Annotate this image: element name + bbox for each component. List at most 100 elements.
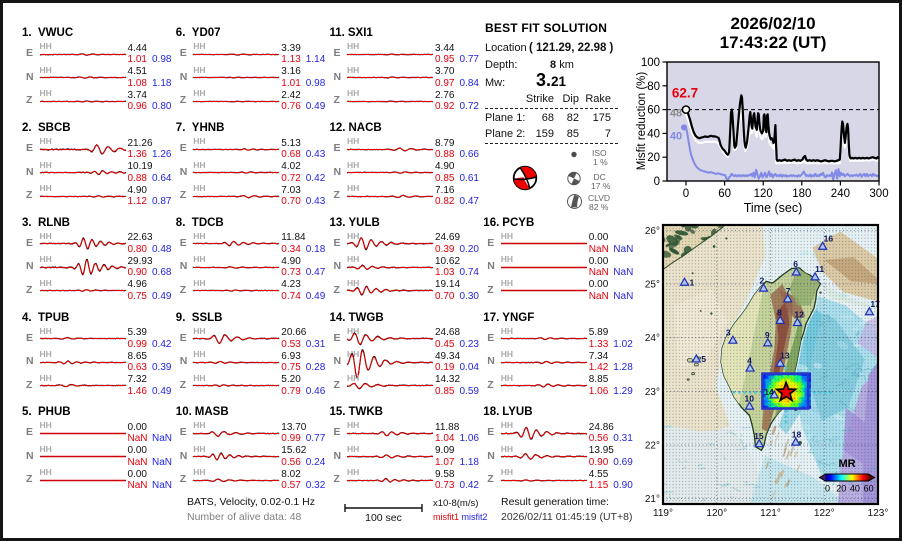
dc-label: DC xyxy=(593,171,606,182)
waveform-trace xyxy=(346,382,434,390)
amplitude-value: 9.58 xyxy=(435,468,455,480)
synthetic-trace xyxy=(347,454,434,459)
synthetic-trace xyxy=(39,289,126,292)
synthetic-trace xyxy=(500,360,587,364)
amplitude-value: 14.32 xyxy=(435,374,461,386)
misfit1-value: 0.63 xyxy=(127,362,147,374)
component-label: Z xyxy=(487,283,494,296)
misfit2-value: 0.42 xyxy=(305,172,326,184)
station-triangle xyxy=(864,306,875,316)
component-label: N xyxy=(26,165,34,178)
misfit2-value: NaN xyxy=(613,267,634,279)
misfit1-value: 0.97 xyxy=(435,77,455,89)
amplitude-value: 4.02 xyxy=(281,161,301,173)
component-label: N xyxy=(487,260,495,273)
waveform-trace xyxy=(39,289,126,293)
waveform-trace xyxy=(39,76,126,80)
station-number: 2. xyxy=(22,122,32,135)
station-number: 9. xyxy=(175,311,186,324)
station-name: 6. YD07 xyxy=(175,27,221,40)
channel-code: HH xyxy=(39,277,52,288)
iso-ball xyxy=(571,151,577,158)
waveform-trace xyxy=(193,194,280,199)
channel-code: HH xyxy=(39,420,52,431)
event-date: 2026/02/10 xyxy=(730,14,816,33)
time-scalebar xyxy=(344,504,423,512)
misfit1-value: 0.53 xyxy=(281,338,301,350)
lon-tick-label: 119° xyxy=(653,508,673,519)
station-triangle xyxy=(775,358,786,367)
synthetic-trace xyxy=(193,76,280,79)
station-name: 18. LYUB xyxy=(483,406,533,419)
plane2-strike: 159 xyxy=(535,127,554,140)
station-number: 8. xyxy=(175,216,186,229)
amplitude-value: 3.70 xyxy=(435,66,455,78)
misfit1-value: 1.01 xyxy=(127,54,147,66)
amplitude-value: 7.03 xyxy=(281,184,301,196)
map-art xyxy=(663,225,878,504)
channel-row: Z HH 0.00 NaN NaN xyxy=(22,468,172,492)
waveform-trace xyxy=(193,100,280,103)
component-label: E xyxy=(26,331,34,344)
misfit2-value: 0.49 xyxy=(305,290,326,302)
waveform-trace xyxy=(39,99,126,103)
channel-row: N HH 7.34 1.42 1.28 xyxy=(483,350,633,374)
component-label: N xyxy=(333,355,342,368)
station-name: 4. TPUB xyxy=(22,311,70,324)
amplitude-value: 5.39 xyxy=(127,327,147,339)
channel-row: N HH 10.19 0.88 0.64 xyxy=(22,160,172,184)
amplitude-value: 8.85 xyxy=(588,374,609,386)
synthetic-trace xyxy=(193,384,280,387)
table-divider-bottom xyxy=(485,142,618,144)
location-label: Location xyxy=(485,42,527,54)
lon-tick-label: 121° xyxy=(760,508,781,519)
col-strike: Strike xyxy=(525,93,554,105)
component-label: E xyxy=(179,426,187,439)
waveform-trace xyxy=(193,289,280,292)
station-triangle xyxy=(782,293,793,303)
lat-tick-label: 25° xyxy=(645,280,660,291)
component-label: E xyxy=(333,47,341,60)
synthetic-trace xyxy=(39,360,126,364)
table-divider-top xyxy=(485,107,618,109)
amplitude-value: 11.88 xyxy=(435,421,460,433)
waveform-trace xyxy=(346,76,434,80)
lon-tick-label: 120° xyxy=(706,508,727,519)
component-label: N xyxy=(26,70,34,83)
component-label: E xyxy=(179,331,187,344)
waveform-trace xyxy=(193,360,280,364)
col-rake: Rake xyxy=(585,93,611,105)
component-label: N xyxy=(487,449,495,462)
colorbar-title: MR xyxy=(838,458,855,470)
depth-value: 8 km xyxy=(550,59,574,71)
channel-code: HH xyxy=(39,230,52,241)
channel-row: E HH 24.68 0.45 0.23 xyxy=(330,326,480,350)
misfit1-value: 0.90 xyxy=(588,456,609,468)
amplitude-value: 8.79 xyxy=(435,137,455,149)
channel-code: HH xyxy=(347,230,360,241)
misfit2-value: 0.48 xyxy=(152,243,172,255)
lat-tick-label: 21° xyxy=(645,494,660,505)
station-number-label: 9 xyxy=(765,330,770,340)
misfit1-value: 0.74 xyxy=(281,290,301,302)
amplitude-value: 0.00 xyxy=(588,232,609,244)
amplitude-value: 0.00 xyxy=(127,421,147,433)
misfit2-value: 0.39 xyxy=(152,362,172,374)
x-tick-label: 240 xyxy=(831,188,850,200)
synthetic-trace xyxy=(346,53,433,56)
waveform-trace xyxy=(39,53,126,56)
y-tick-label: 100 xyxy=(641,57,660,69)
component-label: E xyxy=(487,331,495,344)
x-tick-label: 300 xyxy=(869,188,888,200)
synthetic-trace xyxy=(193,289,280,292)
amplitude-value: 11.84 xyxy=(281,232,306,244)
waveform-trace xyxy=(346,194,434,198)
station-number-label: 1 xyxy=(690,277,695,287)
waveform-trace xyxy=(346,430,434,437)
misfit1-value: 0.80 xyxy=(127,243,147,255)
station-number: 15. xyxy=(329,406,346,419)
station-name: 9. SSLB xyxy=(175,311,223,324)
component-label: N xyxy=(26,449,34,462)
waveform-trace xyxy=(193,171,280,174)
